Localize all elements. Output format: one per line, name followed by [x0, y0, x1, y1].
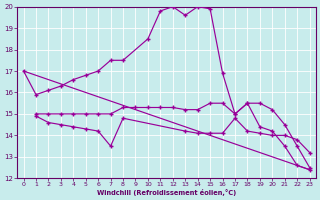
- X-axis label: Windchill (Refroidissement éolien,°C): Windchill (Refroidissement éolien,°C): [97, 189, 236, 196]
